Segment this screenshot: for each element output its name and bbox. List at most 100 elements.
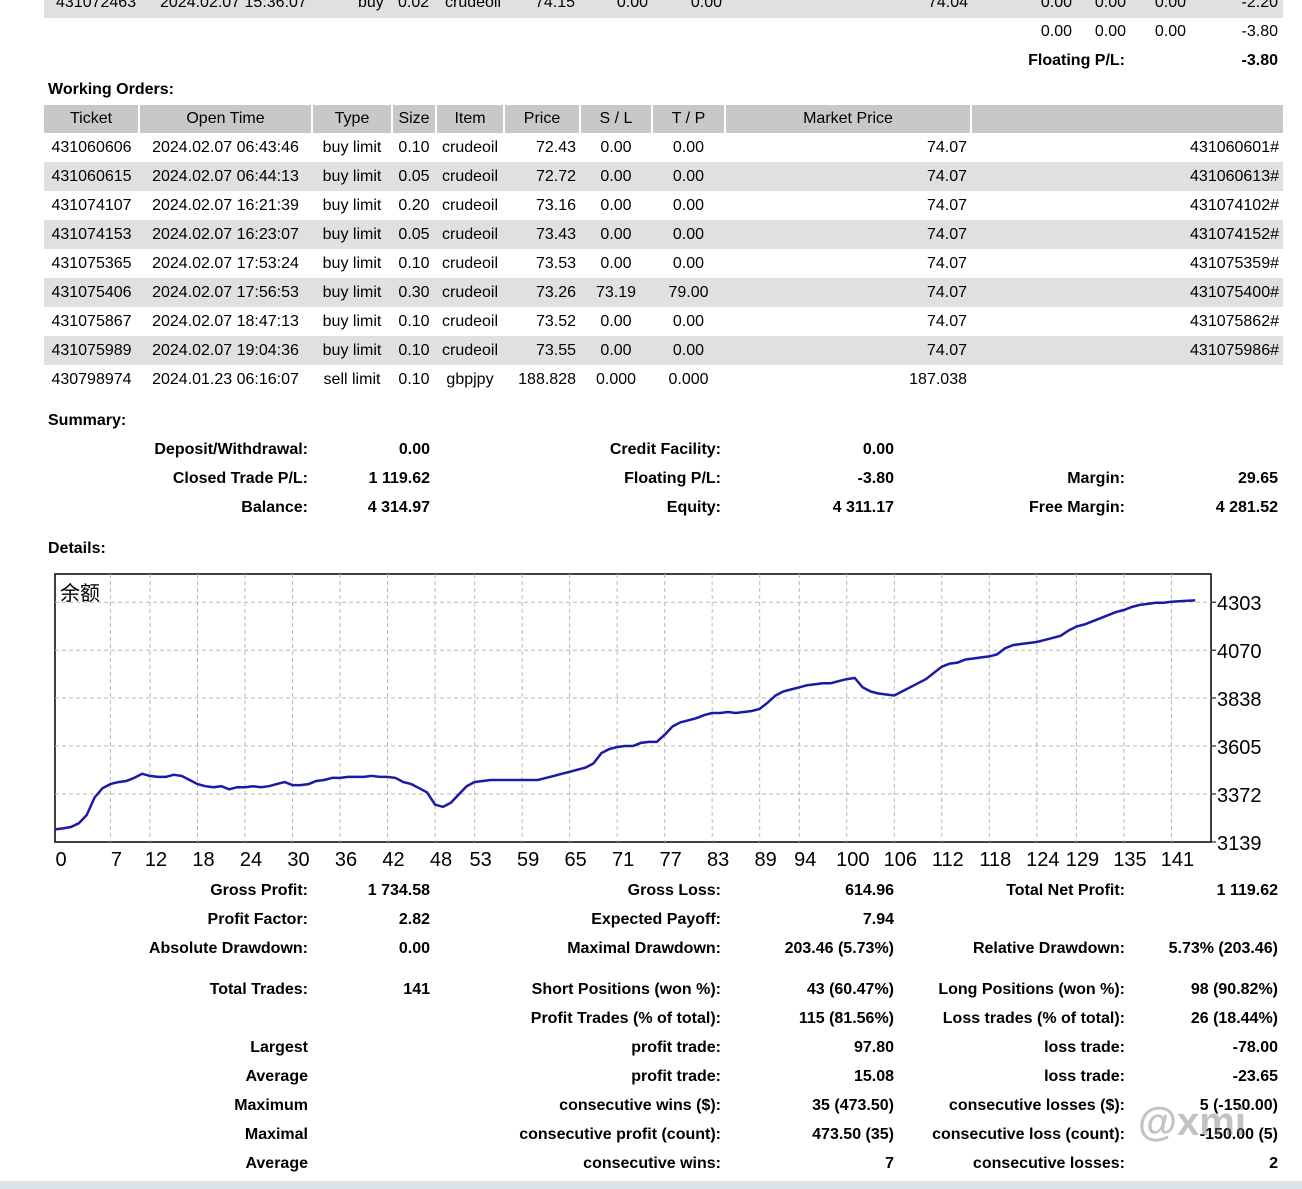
floating-pl-label: Floating P/L: [1028,52,1125,69]
cell-size: 0.02 [398,0,430,11]
equity-value: 4 311.17 [832,499,894,516]
x-tick-label: 36 [335,849,357,871]
long-positions-value: 98 (90.82%) [1190,981,1278,998]
cell-tp: 0.00 [652,162,725,191]
cell-open-time: 2024.02.07 06:44:13 [139,162,312,191]
cell-size: 0.30 [392,278,436,307]
cell-price: 73.55 [504,336,580,365]
cell-item: crudeoil [436,278,504,307]
cell-ticket: 431075406 [44,278,139,307]
largest-profit-value: 97.80 [853,1039,894,1056]
cell-swap: 0.00 [1154,0,1186,11]
col-item: Item [436,105,505,133]
cell-item: crudeoil [436,162,504,191]
x-tick-label: 118 [979,849,1011,871]
maximal-drawdown-label: Maximal Drawdown: [567,940,721,957]
cell-item: crudeoil [436,336,504,365]
summary-title: Summary: [48,412,127,429]
cell-tp: 0.00 [652,336,725,365]
x-tick-label: 30 [287,849,309,871]
cell-market-price: 74.07 [725,336,971,365]
cell-market-price: 74.07 [725,162,971,191]
cell-tp: 0.00 [672,196,705,214]
x-tick-label: 129 [1066,849,1099,871]
bottom-scrollbar[interactable] [0,1181,1302,1189]
absolute-drawdown-label: Absolute Drawdown: [148,940,308,957]
x-tick-label: 18 [192,849,214,871]
cell-profit: -2.20 [1241,0,1278,11]
cell-comment: 431060613# [971,162,1283,191]
y-tick-label: 4303 [1217,593,1262,615]
cell-type: buy limit [322,312,382,330]
cell-market-price: 74.07 [725,278,971,307]
x-tick-label: 0 [55,849,66,871]
summary-floating-value: -3.80 [857,470,894,487]
credit-value: 0.00 [862,441,894,458]
x-tick-label: 65 [565,849,587,871]
cell-tp: 0.00 [672,138,705,156]
profit-factor-label: Profit Factor: [207,911,308,928]
total-swap: 0.00 [1154,23,1186,40]
table-row: 431060615 2024.02.07 06:44:13 buy limit 0.0… [44,162,1283,191]
balance-value: 4 314.97 [367,499,430,516]
chart-title: 余额 [60,581,100,605]
x-tick-label: 42 [382,849,404,871]
cell-tp: 0.000 [668,370,709,388]
x-tick-label: 71 [612,849,634,871]
largest-profit-label: profit trade: [631,1039,721,1056]
cell-price: 188.828 [518,370,576,388]
cell-ticket: 430798974 [51,370,132,388]
largest-label: Largest [250,1039,308,1056]
cell-open-time: 2024.02.07 16:23:07 [139,220,312,249]
cell-commission: 0.00 [1040,0,1072,11]
cell-open-time: 2024.02.07 17:56:53 [139,278,312,307]
cell-type: buy limit [322,138,382,156]
y-tick-label: 3605 [1217,737,1262,759]
table-row: 431075406 2024.02.07 17:56:53 buy limit 0.3… [44,278,1283,307]
x-tick-label: 24 [240,849,262,871]
cell-ticket: 431060615 [44,162,139,191]
maximal-cons-loss-value: -150.00 (5) [1199,1126,1278,1143]
y-tick-label: 4070 [1217,641,1262,663]
cell-comment: 431075862# [1190,312,1279,330]
max-cons-losses-label: consecutive losses ($): [948,1097,1125,1114]
cell-sl: 0.00 [600,138,632,156]
table-row: 431075989 2024.02.07 19:04:36 buy limit 0.1… [44,336,1283,365]
cell-size: 0.10 [392,336,436,365]
x-tick-label: 112 [932,849,964,871]
x-tick-label: 53 [470,849,492,871]
gross-loss-label: Gross Loss: [627,882,721,899]
cell-price: 74.15 [534,0,575,11]
cell-market: 74.04 [927,0,968,11]
cell-ticket: 431075365 [51,254,132,272]
cell-item: crudeoil [436,220,504,249]
total-trades-label: Total Trades: [209,981,308,998]
balance-line [54,599,1196,831]
expected-payoff-label: Expected Payoff: [591,911,721,928]
cell-tp: 0.00 [672,312,705,330]
cell-sl: 0.00 [600,254,632,272]
average-label: Average [245,1068,308,1085]
x-tick-label: 7 [111,849,122,871]
cell-item: crudeoil [441,254,499,272]
max-cons-losses-value: 5 (-150.00) [1199,1097,1278,1114]
cell-time: 2024.02.07 15:36:07 [160,0,307,11]
relative-drawdown-label: Relative Drawdown: [972,940,1125,957]
col-ticket: Ticket [44,105,140,133]
cell-comment: 431060601# [1190,138,1279,156]
open-trade-row [44,0,1283,18]
x-tick-label: 124 [1026,849,1059,871]
cell-price: 73.16 [535,196,576,214]
cell-item: crudeoil [445,0,502,11]
col-type: Type [312,105,393,133]
cell-type: buy limit [322,254,382,272]
y-tick-label: 3838 [1217,689,1262,711]
avg-cons-losses-label: consecutive losses: [972,1155,1125,1172]
cell-item: crudeoil [441,196,499,214]
cell-market-price: 74.07 [926,138,967,156]
max-cons-wins-value: 35 (473.50) [812,1097,894,1114]
x-tick-label: 100 [836,849,869,871]
cell-tp: 0.00 [672,254,705,272]
cell-sl: 0.00 [616,0,648,11]
cell-size: 0.10 [398,312,430,330]
